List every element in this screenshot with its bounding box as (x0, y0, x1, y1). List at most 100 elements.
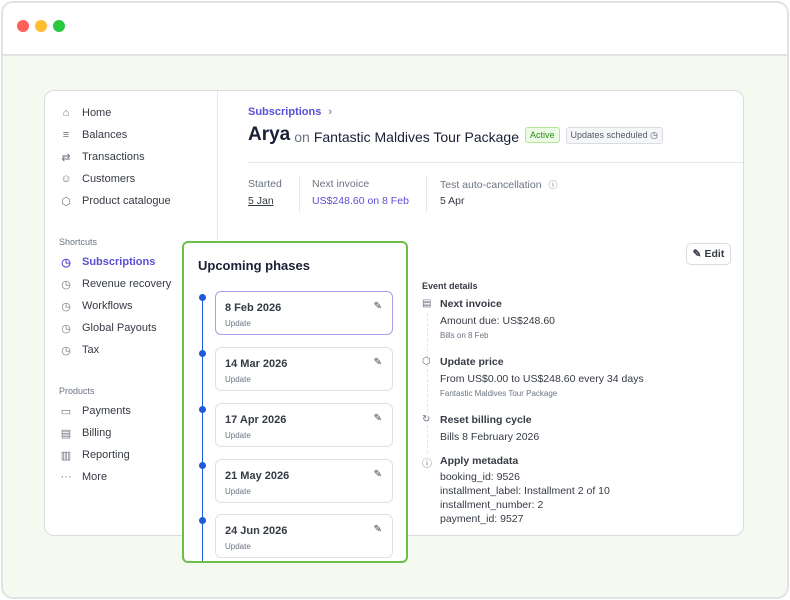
next-invoice-link[interactable]: US$248.60 on 8 Feb (312, 195, 409, 207)
label: Tax (82, 344, 100, 356)
phase-date: 21 May 2026 (225, 470, 290, 482)
metadata-line: installment_number: 2 (440, 499, 544, 511)
sidebar-item-global-payouts[interactable]: ◷ Global Payouts (59, 320, 157, 336)
started-label: Started (248, 178, 282, 190)
phase-date: 8 Feb 2026 (225, 302, 282, 314)
metadata-line: installment_label: Installment 2 of 10 (440, 485, 610, 497)
phase-date: 17 Apr 2026 (225, 414, 287, 426)
sidebar-item-workflows[interactable]: ◷ Workflows (59, 298, 133, 314)
timeline-dot (199, 350, 206, 357)
phase-card[interactable]: 21 May 2026 Update ✎ (215, 459, 393, 503)
customer-name: Arya (248, 124, 291, 145)
more-icon: ··· (60, 471, 72, 483)
breadcrumb-subscriptions[interactable]: Subscriptions (248, 106, 322, 118)
sidebar-item-reporting[interactable]: ▥ Reporting (59, 447, 130, 463)
phase-type: Update (225, 431, 251, 440)
wallet-icon: ▭ (60, 405, 72, 418)
products-heading: Products (59, 386, 95, 396)
breadcrumb[interactable]: Subscriptions › (248, 106, 332, 118)
sidebar-item-balances[interactable]: ≡ Balances (59, 127, 127, 143)
label: Home (82, 107, 112, 119)
event-details-heading: Event details (422, 281, 478, 291)
close-button[interactable] (17, 20, 29, 32)
phase-card[interactable]: 14 Mar 2026 Update ✎ (215, 347, 393, 391)
event-line: Bills 8 February 2026 (440, 431, 540, 443)
sidebar-item-billing[interactable]: ▤ Billing (59, 425, 112, 441)
product-name: Fantastic Maldives Tour Package (313, 128, 520, 145)
sidebar-item-transactions[interactable]: ⇄ Transactions (59, 149, 145, 165)
auto-cancel-text: Test auto-cancellation (440, 179, 542, 191)
phase-card[interactable]: 17 Apr 2026 Update ✎ (215, 403, 393, 447)
sidebar-item-home[interactable]: ⌂ Home (59, 105, 112, 121)
pencil-icon[interactable]: ✎ (373, 469, 382, 480)
phase-type: Update (225, 319, 251, 328)
timeline-dot (199, 517, 206, 524)
pencil-icon[interactable]: ✎ (373, 357, 382, 368)
phases-title: Upcoming phases (198, 258, 310, 273)
chart-icon: ▥ (60, 449, 72, 462)
metadata-line: payment_id: 9527 (440, 513, 524, 525)
phases-timeline-line (202, 297, 203, 561)
main-content: Subscriptions › Arya on Fantastic Maldiv… (248, 91, 743, 535)
home-icon: ⌂ (62, 107, 70, 119)
upcoming-phases-panel: Upcoming phases 8 Feb 2026 Update ✎ 14 Mar… (182, 241, 408, 563)
phase-date: 24 Jun 2026 (225, 525, 288, 537)
pencil-icon[interactable]: ✎ (373, 413, 382, 424)
clock-icon: ◷ (61, 344, 71, 357)
sidebar-item-tax[interactable]: ◷ Tax (59, 342, 99, 358)
event-line: Amount due: US$248.60 (440, 315, 555, 327)
label: Revenue recovery (82, 278, 172, 290)
event-title: Update price (440, 356, 504, 368)
label: Reporting (82, 449, 130, 461)
sidebar-item-revenue-recovery[interactable]: ◷ Revenue recovery (59, 276, 171, 292)
phase-type: Update (225, 487, 251, 496)
phase-date: 14 Mar 2026 (225, 358, 288, 370)
info-icon[interactable]: ⓘ (548, 180, 558, 190)
pencil-icon[interactable]: ✎ (373, 301, 382, 312)
label: More (82, 471, 108, 483)
phase-card[interactable]: 24 Jun 2026 Update ✎ (215, 514, 393, 558)
maximize-button[interactable] (53, 20, 65, 32)
timeline-dot (199, 406, 206, 413)
sidebar: ⌂ Home ≡ Balances ⇄ Transactions ☺ Customers… (45, 91, 218, 535)
timeline-dot (199, 294, 206, 301)
pencil-icon[interactable]: ✎ (373, 524, 382, 535)
minimize-button[interactable] (35, 20, 47, 32)
label: Workflows (82, 300, 133, 312)
label: Balances (82, 129, 128, 141)
sidebar-item-customers[interactable]: ☺ Customers (59, 171, 135, 187)
person-icon: ☺ (60, 173, 72, 185)
label: Transactions (82, 151, 145, 163)
sidebar-item-subscriptions[interactable]: ◷ Subscriptions (59, 254, 155, 270)
event-title: Next invoice (440, 298, 502, 310)
status-badge: Active (525, 127, 560, 143)
started-value[interactable]: 5 Jan (248, 195, 274, 207)
event-sub: Fantastic Maldives Tour Package (440, 389, 558, 398)
event-sub: Bills on 8 Feb (440, 331, 489, 340)
updates-badge: Updates scheduled ◷ (565, 126, 663, 144)
metadata-line: booking_id: 9526 (440, 471, 520, 483)
clock-icon: ◷ (61, 278, 71, 291)
phase-card[interactable]: 8 Feb 2026 Update ✎ (215, 291, 393, 335)
sidebar-item-more[interactable]: ··· More (59, 469, 108, 485)
sidebar-item-payments[interactable]: ▭ Payments (59, 403, 131, 419)
on-text: on (294, 128, 310, 145)
invoice-icon: ▤ (60, 427, 72, 440)
clock-icon: ◷ (61, 322, 71, 335)
label: Global Payouts (82, 322, 157, 334)
sidebar-item-product-catalogue[interactable]: ⬡ Product catalogue (59, 193, 170, 209)
event-timeline-line (427, 313, 428, 453)
next-invoice-label: Next invoice (312, 178, 370, 190)
page-title: Arya on Fantastic Maldives Tour Package … (248, 124, 663, 146)
updates-text: Updates scheduled (570, 129, 648, 140)
label: Customers (82, 173, 136, 185)
label: Subscriptions (82, 256, 156, 268)
edit-button[interactable]: ✎ Edit (686, 243, 731, 265)
chevron-right-icon: › (328, 106, 333, 118)
event-title: Reset billing cycle (440, 414, 532, 426)
divider (299, 176, 300, 212)
title-bar (3, 3, 787, 56)
divider (426, 176, 427, 212)
info-icon: ⓘ (422, 459, 432, 470)
auto-cancel-value: 5 Apr (440, 195, 465, 207)
